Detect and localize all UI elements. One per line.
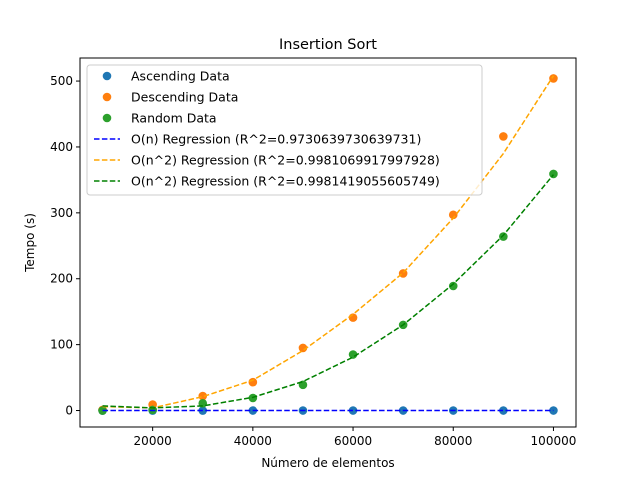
data-point xyxy=(348,406,358,415)
y-tick-label: 0 xyxy=(65,404,73,418)
data-point xyxy=(499,132,508,141)
x-axis-label: Número de elementos xyxy=(261,456,394,470)
plot-frame xyxy=(79,57,577,428)
legend-entry-label: Ascending Data xyxy=(131,69,230,84)
data-point xyxy=(198,391,208,401)
legend: Ascending Data Descending Data Random Data… xyxy=(86,64,483,196)
y-tick-label: 200 xyxy=(50,272,73,286)
data-point xyxy=(549,74,558,83)
data-point xyxy=(298,343,308,353)
x-tick-label: 100000 xyxy=(531,434,577,448)
legend-entry-label: O(n) Regression (R^2=0.9730639730639731) xyxy=(131,132,421,147)
data-point xyxy=(448,210,458,220)
x-axis: 20000 40000 60000 80000 100000 xyxy=(134,427,577,448)
y-tick-label: 500 xyxy=(50,74,73,88)
x-tick-label: 40000 xyxy=(234,434,272,448)
legend-box xyxy=(86,64,483,196)
x-tick-label: 60000 xyxy=(334,434,372,448)
data-point xyxy=(348,350,358,359)
data-point xyxy=(448,281,458,291)
legend-marker xyxy=(102,113,112,123)
legend-entry-label: Random Data xyxy=(131,111,217,126)
legend-entry-label: O(n^2) Regression (R^2=0.998106991799792… xyxy=(131,153,440,168)
x-tick-label: 80000 xyxy=(434,434,472,448)
data-point xyxy=(98,406,107,415)
data-point xyxy=(549,406,558,415)
chart-title: Insertion Sort xyxy=(279,37,377,53)
regression-line-3 xyxy=(102,174,555,409)
data-point xyxy=(499,406,508,415)
legend-entry-label: O(n^2) Regression (R^2=0.998141905560574… xyxy=(131,174,440,189)
y-tick-label: 400 xyxy=(50,140,73,154)
y-axis: 0 100 200 300 400 500 xyxy=(50,74,80,418)
legend-marker xyxy=(102,71,112,81)
data-point xyxy=(549,169,558,179)
legend-marker xyxy=(102,92,112,102)
y-axis-label: Tempo (s) xyxy=(23,213,37,273)
data-point xyxy=(499,232,508,241)
y-tick-label: 100 xyxy=(50,338,73,352)
legend-entry-label: Descending Data xyxy=(131,90,238,105)
x-tick-label: 20000 xyxy=(134,434,172,448)
y-tick-label: 300 xyxy=(50,206,73,220)
data-point xyxy=(248,377,258,387)
